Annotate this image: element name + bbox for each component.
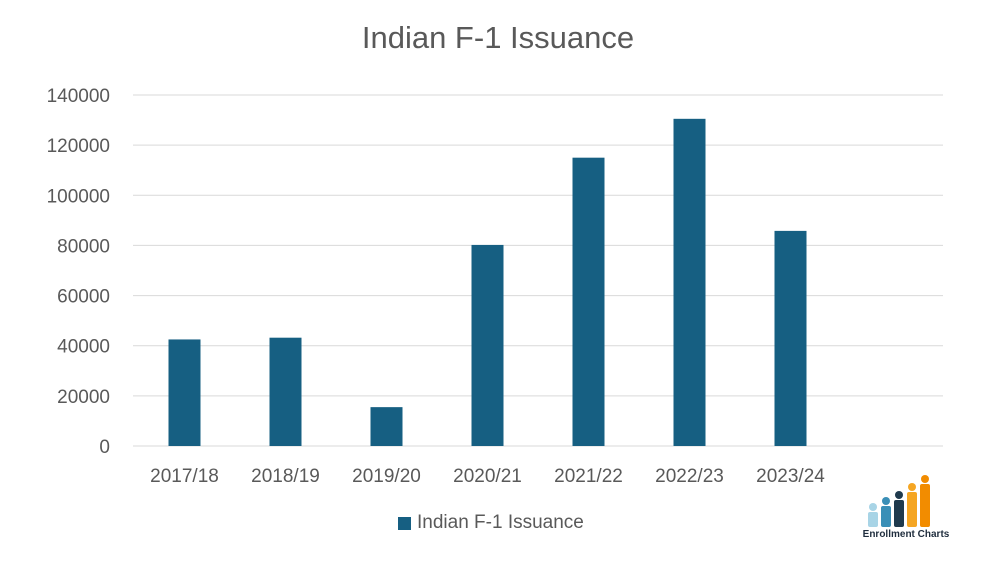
y-tick-label: 100000 [47, 186, 110, 207]
x-tick-label: 2017/18 [150, 466, 219, 487]
bar [370, 407, 403, 446]
bar [572, 157, 605, 446]
bar [673, 118, 706, 446]
x-tick-label: 2023/24 [756, 466, 825, 487]
y-tick-label: 40000 [57, 337, 110, 358]
legend-label: Indian F-1 Issuance [417, 512, 584, 533]
y-tick-label: 0 [99, 437, 110, 458]
y-axis-ticks: 0 20000 40000 60000 80000 100000 120000 140000 [47, 86, 110, 458]
bar [471, 244, 504, 446]
logo-text: Enrollment Charts [862, 529, 950, 540]
y-tick-label: 140000 [47, 86, 110, 107]
enrollment-charts-logo: Enrollment Charts [846, 474, 966, 544]
y-tick-label: 120000 [47, 136, 110, 157]
bar [168, 339, 201, 446]
gridlines [133, 94, 943, 447]
bar [269, 337, 302, 446]
logo-icon [868, 475, 930, 527]
y-tick-label: 20000 [57, 387, 110, 408]
x-tick-label: 2022/23 [655, 466, 724, 487]
x-tick-label: 2021/22 [554, 466, 623, 487]
bar [774, 230, 807, 446]
y-tick-label: 60000 [57, 287, 110, 308]
legend-swatch [398, 516, 411, 530]
x-tick-label: 2018/19 [251, 466, 320, 487]
bars [168, 118, 807, 446]
y-tick-label: 80000 [57, 236, 110, 257]
chart-title: Indian F-1 Issuance [361, 20, 635, 55]
x-tick-label: 2020/21 [453, 466, 522, 487]
legend: Indian F-1 Issuance [398, 512, 584, 534]
x-axis-ticks: 2017/18 2018/19 2019/20 2020/21 2021/22 2022/… [150, 466, 825, 487]
x-tick-label: 2019/20 [352, 466, 421, 487]
